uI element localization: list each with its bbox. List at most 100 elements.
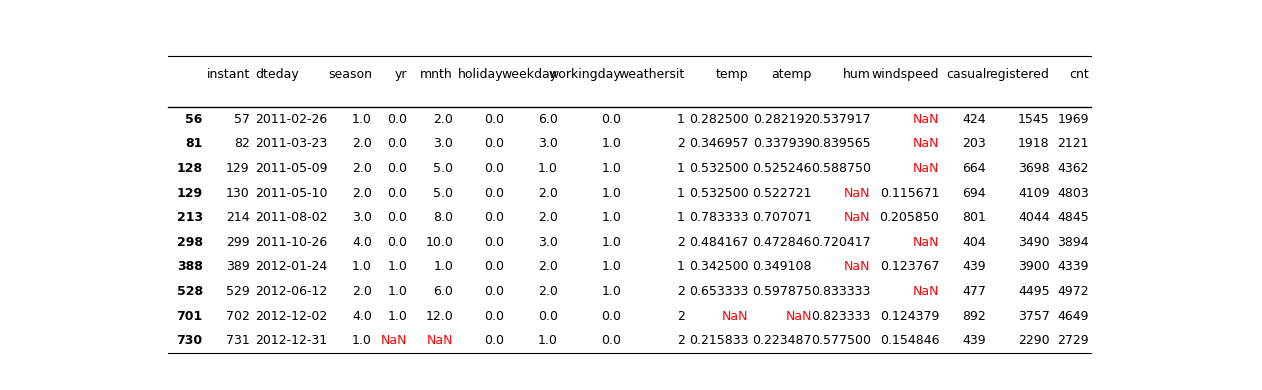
Text: 2: 2 bbox=[676, 285, 685, 298]
Text: 2.0: 2.0 bbox=[538, 285, 558, 298]
Text: 0.124379: 0.124379 bbox=[880, 310, 939, 323]
Text: 3.0: 3.0 bbox=[433, 137, 453, 150]
Text: 1918: 1918 bbox=[1018, 137, 1050, 150]
Text: 1.0: 1.0 bbox=[602, 137, 621, 150]
Text: 2011-02-26: 2011-02-26 bbox=[255, 113, 328, 126]
Text: 2011-05-10: 2011-05-10 bbox=[255, 186, 328, 200]
Text: 1.0: 1.0 bbox=[602, 186, 621, 200]
Text: 0.0: 0.0 bbox=[602, 334, 621, 347]
Text: 5.0: 5.0 bbox=[433, 186, 453, 200]
Text: 2012-01-24: 2012-01-24 bbox=[255, 261, 328, 273]
Text: 0.597875: 0.597875 bbox=[752, 285, 811, 298]
Text: 1.0: 1.0 bbox=[387, 310, 408, 323]
Text: 12.0: 12.0 bbox=[425, 310, 453, 323]
Text: 2: 2 bbox=[676, 137, 685, 150]
Text: casual: casual bbox=[945, 68, 986, 81]
Text: registered: registered bbox=[986, 68, 1050, 81]
Text: 2729: 2729 bbox=[1058, 334, 1089, 347]
Text: 0.0: 0.0 bbox=[387, 137, 408, 150]
Text: 388: 388 bbox=[177, 261, 203, 273]
Text: 4495: 4495 bbox=[1018, 285, 1050, 298]
Text: 1: 1 bbox=[676, 211, 685, 224]
Text: 1: 1 bbox=[676, 113, 685, 126]
Text: 404: 404 bbox=[963, 236, 986, 249]
Text: 299: 299 bbox=[226, 236, 250, 249]
Text: 0.282192: 0.282192 bbox=[752, 113, 811, 126]
Text: 81: 81 bbox=[186, 137, 203, 150]
Text: yr: yr bbox=[395, 68, 408, 81]
Text: 0.0: 0.0 bbox=[485, 113, 504, 126]
Text: 0.532500: 0.532500 bbox=[689, 186, 748, 200]
Text: 0.0: 0.0 bbox=[485, 334, 504, 347]
Text: weekday: weekday bbox=[502, 68, 558, 81]
Text: 2.0: 2.0 bbox=[538, 211, 558, 224]
Text: 0.783333: 0.783333 bbox=[689, 211, 748, 224]
Text: 1.0: 1.0 bbox=[352, 334, 372, 347]
Text: 1: 1 bbox=[676, 186, 685, 200]
Text: 1.0: 1.0 bbox=[602, 211, 621, 224]
Text: NaN: NaN bbox=[785, 310, 811, 323]
Text: cnt: cnt bbox=[1069, 68, 1089, 81]
Text: 3698: 3698 bbox=[1018, 162, 1050, 175]
Text: hum: hum bbox=[843, 68, 871, 81]
Text: 664: 664 bbox=[963, 162, 986, 175]
Text: 6.0: 6.0 bbox=[433, 285, 453, 298]
Text: 1.0: 1.0 bbox=[602, 162, 621, 175]
Text: 529: 529 bbox=[226, 285, 250, 298]
Text: 298: 298 bbox=[177, 236, 203, 249]
Text: dteday: dteday bbox=[255, 68, 299, 81]
Text: 1545: 1545 bbox=[1018, 113, 1050, 126]
Text: 2.0: 2.0 bbox=[352, 186, 372, 200]
Text: 2290: 2290 bbox=[1018, 334, 1050, 347]
Text: 0.0: 0.0 bbox=[602, 113, 621, 126]
Text: 1.0: 1.0 bbox=[387, 285, 408, 298]
Text: 528: 528 bbox=[177, 285, 203, 298]
Text: 0.0: 0.0 bbox=[485, 186, 504, 200]
Text: temp: temp bbox=[716, 68, 748, 81]
Text: 2012-06-12: 2012-06-12 bbox=[255, 285, 328, 298]
Text: 2.0: 2.0 bbox=[538, 261, 558, 273]
Text: windspeed: windspeed bbox=[872, 68, 939, 81]
Text: 0.720417: 0.720417 bbox=[811, 236, 871, 249]
Text: 0.588750: 0.588750 bbox=[810, 162, 871, 175]
Text: 213: 213 bbox=[177, 211, 203, 224]
Text: 0.0: 0.0 bbox=[387, 113, 408, 126]
Text: 1.0: 1.0 bbox=[538, 334, 558, 347]
Text: 0.653333: 0.653333 bbox=[689, 285, 748, 298]
Text: 0.839565: 0.839565 bbox=[811, 137, 871, 150]
Text: season: season bbox=[328, 68, 372, 81]
Text: 4.0: 4.0 bbox=[352, 310, 372, 323]
Text: NaN: NaN bbox=[912, 137, 939, 150]
Text: 0.342500: 0.342500 bbox=[689, 261, 748, 273]
Text: 0.0: 0.0 bbox=[387, 186, 408, 200]
Text: 1.0: 1.0 bbox=[602, 236, 621, 249]
Text: 0.0: 0.0 bbox=[538, 310, 558, 323]
Text: 0.0: 0.0 bbox=[387, 236, 408, 249]
Text: weathersit: weathersit bbox=[618, 68, 685, 81]
Text: 0.115671: 0.115671 bbox=[880, 186, 939, 200]
Text: 439: 439 bbox=[963, 334, 986, 347]
Text: 82: 82 bbox=[233, 137, 250, 150]
Text: 2: 2 bbox=[676, 310, 685, 323]
Text: atemp: atemp bbox=[771, 68, 811, 81]
Text: 2.0: 2.0 bbox=[352, 285, 372, 298]
Text: NaN: NaN bbox=[844, 211, 871, 224]
Text: 2.0: 2.0 bbox=[352, 137, 372, 150]
Text: 1.0: 1.0 bbox=[352, 113, 372, 126]
Text: 1.0: 1.0 bbox=[538, 162, 558, 175]
Text: 2.0: 2.0 bbox=[538, 186, 558, 200]
Text: NaN: NaN bbox=[381, 334, 408, 347]
Text: 0.823333: 0.823333 bbox=[811, 310, 871, 323]
Text: 8.0: 8.0 bbox=[433, 211, 453, 224]
Text: NaN: NaN bbox=[912, 162, 939, 175]
Text: holiday: holiday bbox=[458, 68, 504, 81]
Text: 0.0: 0.0 bbox=[485, 236, 504, 249]
Text: 10.0: 10.0 bbox=[425, 236, 453, 249]
Text: 3.0: 3.0 bbox=[538, 236, 558, 249]
Text: 0.537917: 0.537917 bbox=[811, 113, 871, 126]
Text: 4845: 4845 bbox=[1058, 211, 1089, 224]
Text: 0.0: 0.0 bbox=[485, 137, 504, 150]
Text: NaN: NaN bbox=[912, 236, 939, 249]
Text: 0.0: 0.0 bbox=[485, 261, 504, 273]
Text: NaN: NaN bbox=[722, 310, 748, 323]
